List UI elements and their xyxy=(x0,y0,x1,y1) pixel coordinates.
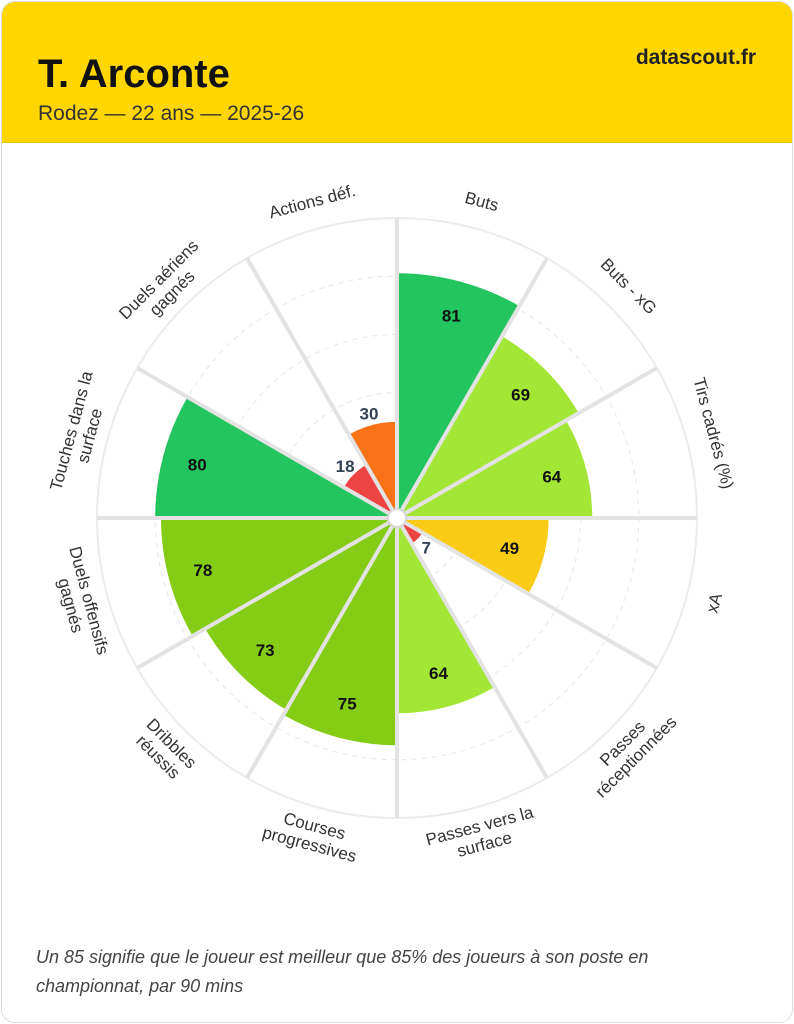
header-banner: T. Arconte Rodez — 22 ans — 2025-26 data… xyxy=(2,2,792,143)
chart-value-label-4: 7 xyxy=(422,538,431,557)
chart-value-label-9: 80 xyxy=(188,455,207,474)
chart-value-label-8: 78 xyxy=(193,561,212,580)
brand-link[interactable]: datascout.fr xyxy=(635,46,756,69)
chart-value-label-10: 18 xyxy=(336,457,355,476)
chart-bar-6 xyxy=(283,525,397,746)
chart-value-label-1: 69 xyxy=(511,385,530,404)
chart-spoke xyxy=(136,366,391,516)
chart-category-label-3: xA xyxy=(703,590,727,615)
chart-spoke xyxy=(245,257,395,512)
chart-center xyxy=(387,508,407,528)
chart-spoke xyxy=(403,520,658,670)
chart-value-label-3: 49 xyxy=(500,539,519,558)
chart-spoke xyxy=(245,524,395,779)
chart-value-label-11: 30 xyxy=(360,404,379,423)
footnote: Un 85 signifie que le joueur est meilleu… xyxy=(36,947,649,996)
player-name: T. Arconte xyxy=(38,52,230,96)
chart-value-label-6: 75 xyxy=(338,695,357,714)
chart-category-label-line: Actions déf. xyxy=(267,181,358,222)
chart-category-label-line: Buts xyxy=(463,188,501,215)
chart-bar-0 xyxy=(397,273,520,511)
chart-category-label-2: Tirs cadrés (%) xyxy=(689,375,737,491)
chart-value-label-0: 81 xyxy=(442,306,461,325)
chart-spoke xyxy=(403,366,658,516)
chart-value-label-7: 73 xyxy=(256,641,275,660)
chart-bar-1 xyxy=(401,336,579,514)
chart-bar-11 xyxy=(348,421,397,511)
chart-bar-4 xyxy=(401,522,423,544)
chart-value-label-2: 64 xyxy=(542,468,561,487)
chart-category-label-11: Actions déf. xyxy=(267,181,358,222)
chart-spoke xyxy=(399,257,549,512)
chart-spoke xyxy=(136,520,391,670)
chart-category-label-0: Buts xyxy=(463,188,501,215)
chart-bar-2 xyxy=(404,420,593,518)
chart-category-label-line: Tirs cadrés (%) xyxy=(689,375,737,491)
chart-bar-3 xyxy=(404,518,549,594)
chart-bar-10 xyxy=(343,464,393,514)
chart-bar-9 xyxy=(155,397,390,518)
chart-value-label-5: 64 xyxy=(429,664,448,683)
chart-bar-5 xyxy=(397,525,495,714)
chart-bar-8 xyxy=(161,518,390,636)
player-subtitle: Rodez — 22 ans — 2025-26 xyxy=(38,102,305,125)
chart-category-label-line: xA xyxy=(703,590,727,615)
chart-bar-7 xyxy=(205,522,393,710)
chart-spoke xyxy=(399,524,549,779)
